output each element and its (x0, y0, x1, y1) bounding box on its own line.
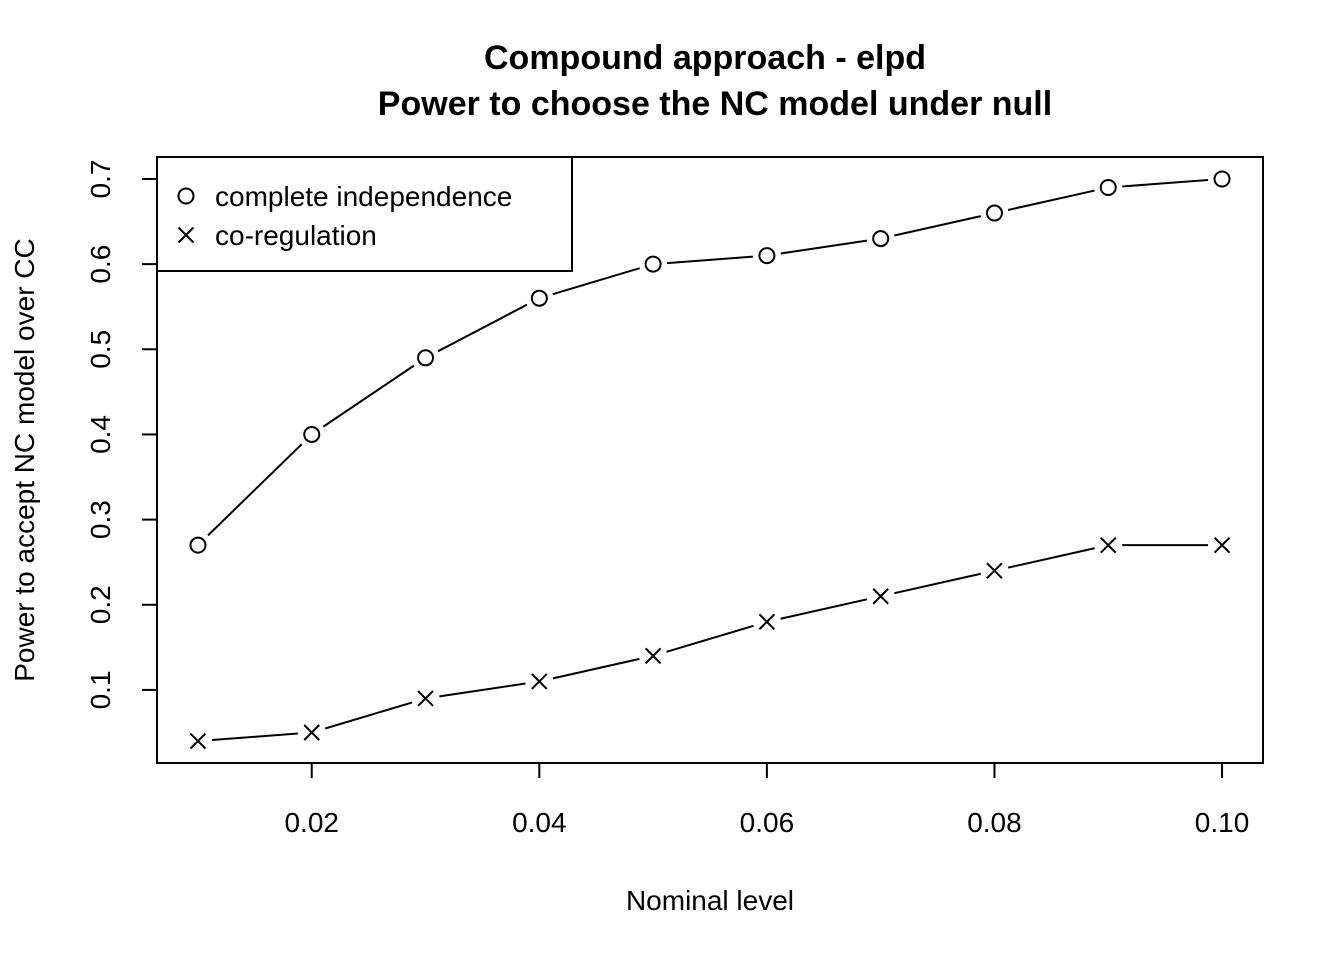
series-line-segment (552, 267, 640, 296)
data-point-cross (1100, 536, 1117, 554)
x-tick-label: 0.10 (1195, 807, 1250, 838)
series-line-segment (207, 443, 303, 537)
data-point-circle (985, 204, 1003, 222)
legend: complete independence co-regulation (156, 156, 573, 272)
plot-frame (156, 156, 1264, 764)
data-point-cross (986, 562, 1003, 579)
data-point-cross (189, 732, 207, 750)
x-tick-label: 0.08 (967, 807, 1022, 838)
series-line-segment (437, 303, 528, 353)
series-line-segment (1007, 547, 1095, 569)
data-point-cross (644, 647, 662, 665)
x-axis-label: Nominal level (626, 885, 794, 916)
series-line-segment (552, 657, 640, 680)
data-point-cross (872, 588, 889, 605)
data-point-circle (872, 230, 890, 248)
y-axis: 0.1 0.2 0.3 0.4 0.5 0.6 0.7 (85, 160, 158, 709)
y-tick-label: 0.1 (85, 670, 116, 709)
legend-cross-marker-icon (177, 226, 195, 244)
series-line-segment (780, 239, 867, 255)
chart-subtitle: Power to choose the NC model under null (378, 85, 1052, 123)
data-point-circle (1099, 178, 1117, 196)
legend-entry-co-regulation: co-regulation (177, 220, 377, 251)
series-line-segment (439, 682, 526, 698)
series-line-segment (1007, 189, 1095, 211)
data-point-circle (530, 289, 548, 307)
y-tick-label: 0.4 (85, 415, 116, 454)
x-tick-label: 0.04 (512, 807, 567, 838)
legend-box (156, 156, 573, 272)
data-point-circle (303, 425, 321, 443)
legend-label-co-regulation: co-regulation (215, 220, 377, 251)
data-point-cross (303, 724, 320, 741)
y-axis-label: Power to accept NC model over CC (9, 238, 40, 682)
data-point-circle (1213, 170, 1231, 188)
series-line-segment (666, 624, 754, 653)
y-tick-label: 0.5 (85, 330, 116, 369)
y-tick-label: 0.3 (85, 500, 116, 539)
series-line-segment (894, 572, 982, 595)
x-tick-label: 0.02 (284, 807, 339, 838)
legend-entry-complete-independence: complete independence (177, 181, 512, 212)
data-point-circle (644, 255, 662, 273)
legend-label-complete-independence: complete independence (215, 181, 512, 212)
series-line-segment (324, 701, 413, 730)
data-point-cross (417, 690, 434, 707)
series-layer (189, 170, 1231, 750)
chart-title: Compound approach - elpd (484, 39, 926, 77)
series-1 (189, 536, 1231, 750)
data-point-circle (189, 536, 207, 554)
x-axis: 0.02 0.04 0.06 0.08 0.10 (284, 762, 1250, 838)
x-tick-label: 0.06 (740, 807, 795, 838)
series-line-segment (780, 598, 868, 620)
series-0 (189, 170, 1231, 554)
data-point-circle (417, 349, 435, 367)
legend-circle-marker-icon (177, 187, 195, 205)
data-point-circle (758, 247, 776, 265)
series-line-segment (322, 364, 415, 428)
series-line-segment (1122, 179, 1209, 188)
y-tick-label: 0.6 (85, 245, 116, 284)
data-point-cross (1213, 536, 1231, 554)
series-line-segment (894, 215, 982, 237)
series-line-segment (211, 732, 298, 741)
data-point-cross (758, 613, 776, 631)
series-line-segment (666, 255, 754, 265)
y-tick-label: 0.2 (85, 585, 116, 624)
y-tick-label: 0.7 (85, 160, 116, 199)
data-point-cross (531, 673, 548, 690)
